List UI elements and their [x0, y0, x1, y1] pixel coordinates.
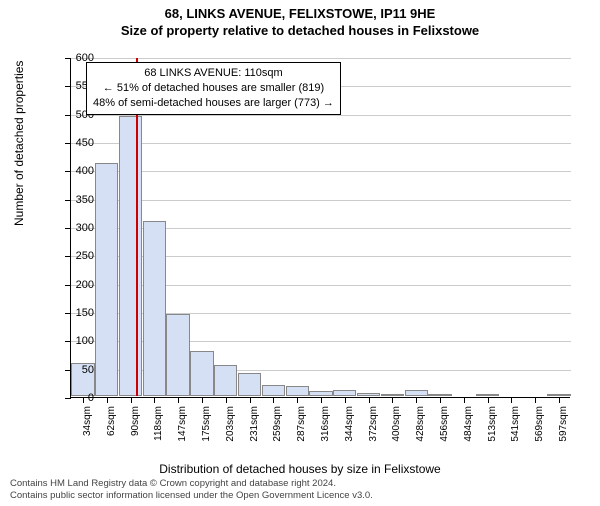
x-tick — [297, 397, 298, 403]
histogram-bar — [357, 393, 380, 396]
histogram-bar — [547, 394, 570, 396]
grid-line — [71, 58, 571, 59]
footer-attribution: Contains HM Land Registry data © Crown c… — [10, 478, 590, 502]
grid-line — [71, 115, 571, 116]
x-tick-label: 456sqm — [439, 406, 450, 454]
grid-line — [71, 200, 571, 201]
x-tick-label: 259sqm — [272, 406, 283, 454]
y-tick-label: 50 — [64, 364, 94, 376]
y-tick-label: 200 — [64, 279, 94, 291]
y-tick-label: 350 — [64, 194, 94, 206]
x-tick — [535, 397, 536, 403]
x-tick — [440, 397, 441, 403]
y-tick-label: 100 — [64, 335, 94, 347]
info-box-line: 48% of semi-detached houses are larger (… — [93, 96, 334, 111]
histogram-bar — [381, 394, 404, 396]
histogram-bar — [309, 391, 332, 396]
x-tick-label: 90sqm — [130, 406, 141, 454]
footer-line-1: Contains HM Land Registry data © Crown c… — [10, 478, 590, 490]
x-tick-label: 287sqm — [296, 406, 307, 454]
x-tick — [250, 397, 251, 403]
x-tick — [345, 397, 346, 403]
histogram-bar — [286, 386, 309, 396]
histogram-bar — [119, 116, 142, 396]
histogram-bar — [190, 351, 213, 396]
footer-line-2: Contains public sector information licen… — [10, 490, 590, 502]
x-tick — [107, 397, 108, 403]
y-tick-label: 450 — [64, 137, 94, 149]
histogram-bar — [262, 385, 285, 396]
x-tick-label: 428sqm — [415, 406, 426, 454]
x-tick-label: 34sqm — [82, 406, 93, 454]
histogram-bar — [428, 394, 451, 396]
x-tick-label: 569sqm — [534, 406, 545, 454]
x-tick — [511, 397, 512, 403]
page-subtitle: Size of property relative to detached ho… — [0, 23, 600, 38]
x-tick — [226, 397, 227, 403]
y-tick-label: 150 — [64, 307, 94, 319]
histogram-bar — [333, 390, 356, 396]
x-tick-label: 147sqm — [177, 406, 188, 454]
x-axis-label: Distribution of detached houses by size … — [0, 462, 600, 476]
x-tick-label: 316sqm — [320, 406, 331, 454]
x-tick-label: 400sqm — [391, 406, 402, 454]
histogram-bar — [214, 365, 237, 396]
x-tick — [131, 397, 132, 403]
grid-line — [71, 143, 571, 144]
page-title: 68, LINKS AVENUE, FELIXSTOWE, IP11 9HE — [0, 6, 600, 21]
x-tick — [178, 397, 179, 403]
x-tick-label: 118sqm — [153, 406, 164, 454]
x-tick-label: 231sqm — [249, 406, 260, 454]
x-tick — [488, 397, 489, 403]
x-tick — [369, 397, 370, 403]
histogram-bar — [476, 394, 499, 396]
x-tick-label: 513sqm — [487, 406, 498, 454]
info-box-line: ← 51% of detached houses are smaller (81… — [93, 81, 334, 96]
info-box: 68 LINKS AVENUE: 110sqm← 51% of detached… — [86, 62, 341, 115]
x-tick — [559, 397, 560, 403]
x-tick-label: 541sqm — [510, 406, 521, 454]
x-tick — [416, 397, 417, 403]
y-tick-label: 400 — [64, 165, 94, 177]
x-tick-label: 203sqm — [225, 406, 236, 454]
x-tick — [202, 397, 203, 403]
histogram-bar — [238, 373, 261, 396]
y-tick-label: 0 — [64, 392, 94, 404]
x-tick-label: 344sqm — [344, 406, 355, 454]
histogram-bar — [405, 390, 428, 396]
x-tick — [392, 397, 393, 403]
y-axis-label: Number of detached properties — [12, 61, 26, 226]
info-box-line: 68 LINKS AVENUE: 110sqm — [93, 66, 334, 81]
x-tick — [321, 397, 322, 403]
histogram-bar — [95, 163, 118, 396]
x-tick-label: 62sqm — [106, 406, 117, 454]
x-tick — [464, 397, 465, 403]
y-tick-label: 250 — [64, 250, 94, 262]
x-tick-label: 372sqm — [368, 406, 379, 454]
x-tick-label: 597sqm — [558, 406, 569, 454]
x-tick-label: 484sqm — [463, 406, 474, 454]
x-tick — [273, 397, 274, 403]
histogram-bar — [143, 221, 166, 396]
y-tick-label: 300 — [64, 222, 94, 234]
histogram-bar — [166, 314, 189, 396]
x-tick — [154, 397, 155, 403]
grid-line — [71, 171, 571, 172]
x-tick-label: 175sqm — [201, 406, 212, 454]
